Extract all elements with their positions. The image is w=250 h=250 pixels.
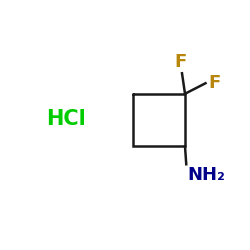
Text: F: F: [174, 53, 186, 71]
Text: NH₂: NH₂: [187, 166, 225, 184]
Text: F: F: [208, 74, 220, 92]
Text: HCl: HCl: [46, 109, 86, 129]
